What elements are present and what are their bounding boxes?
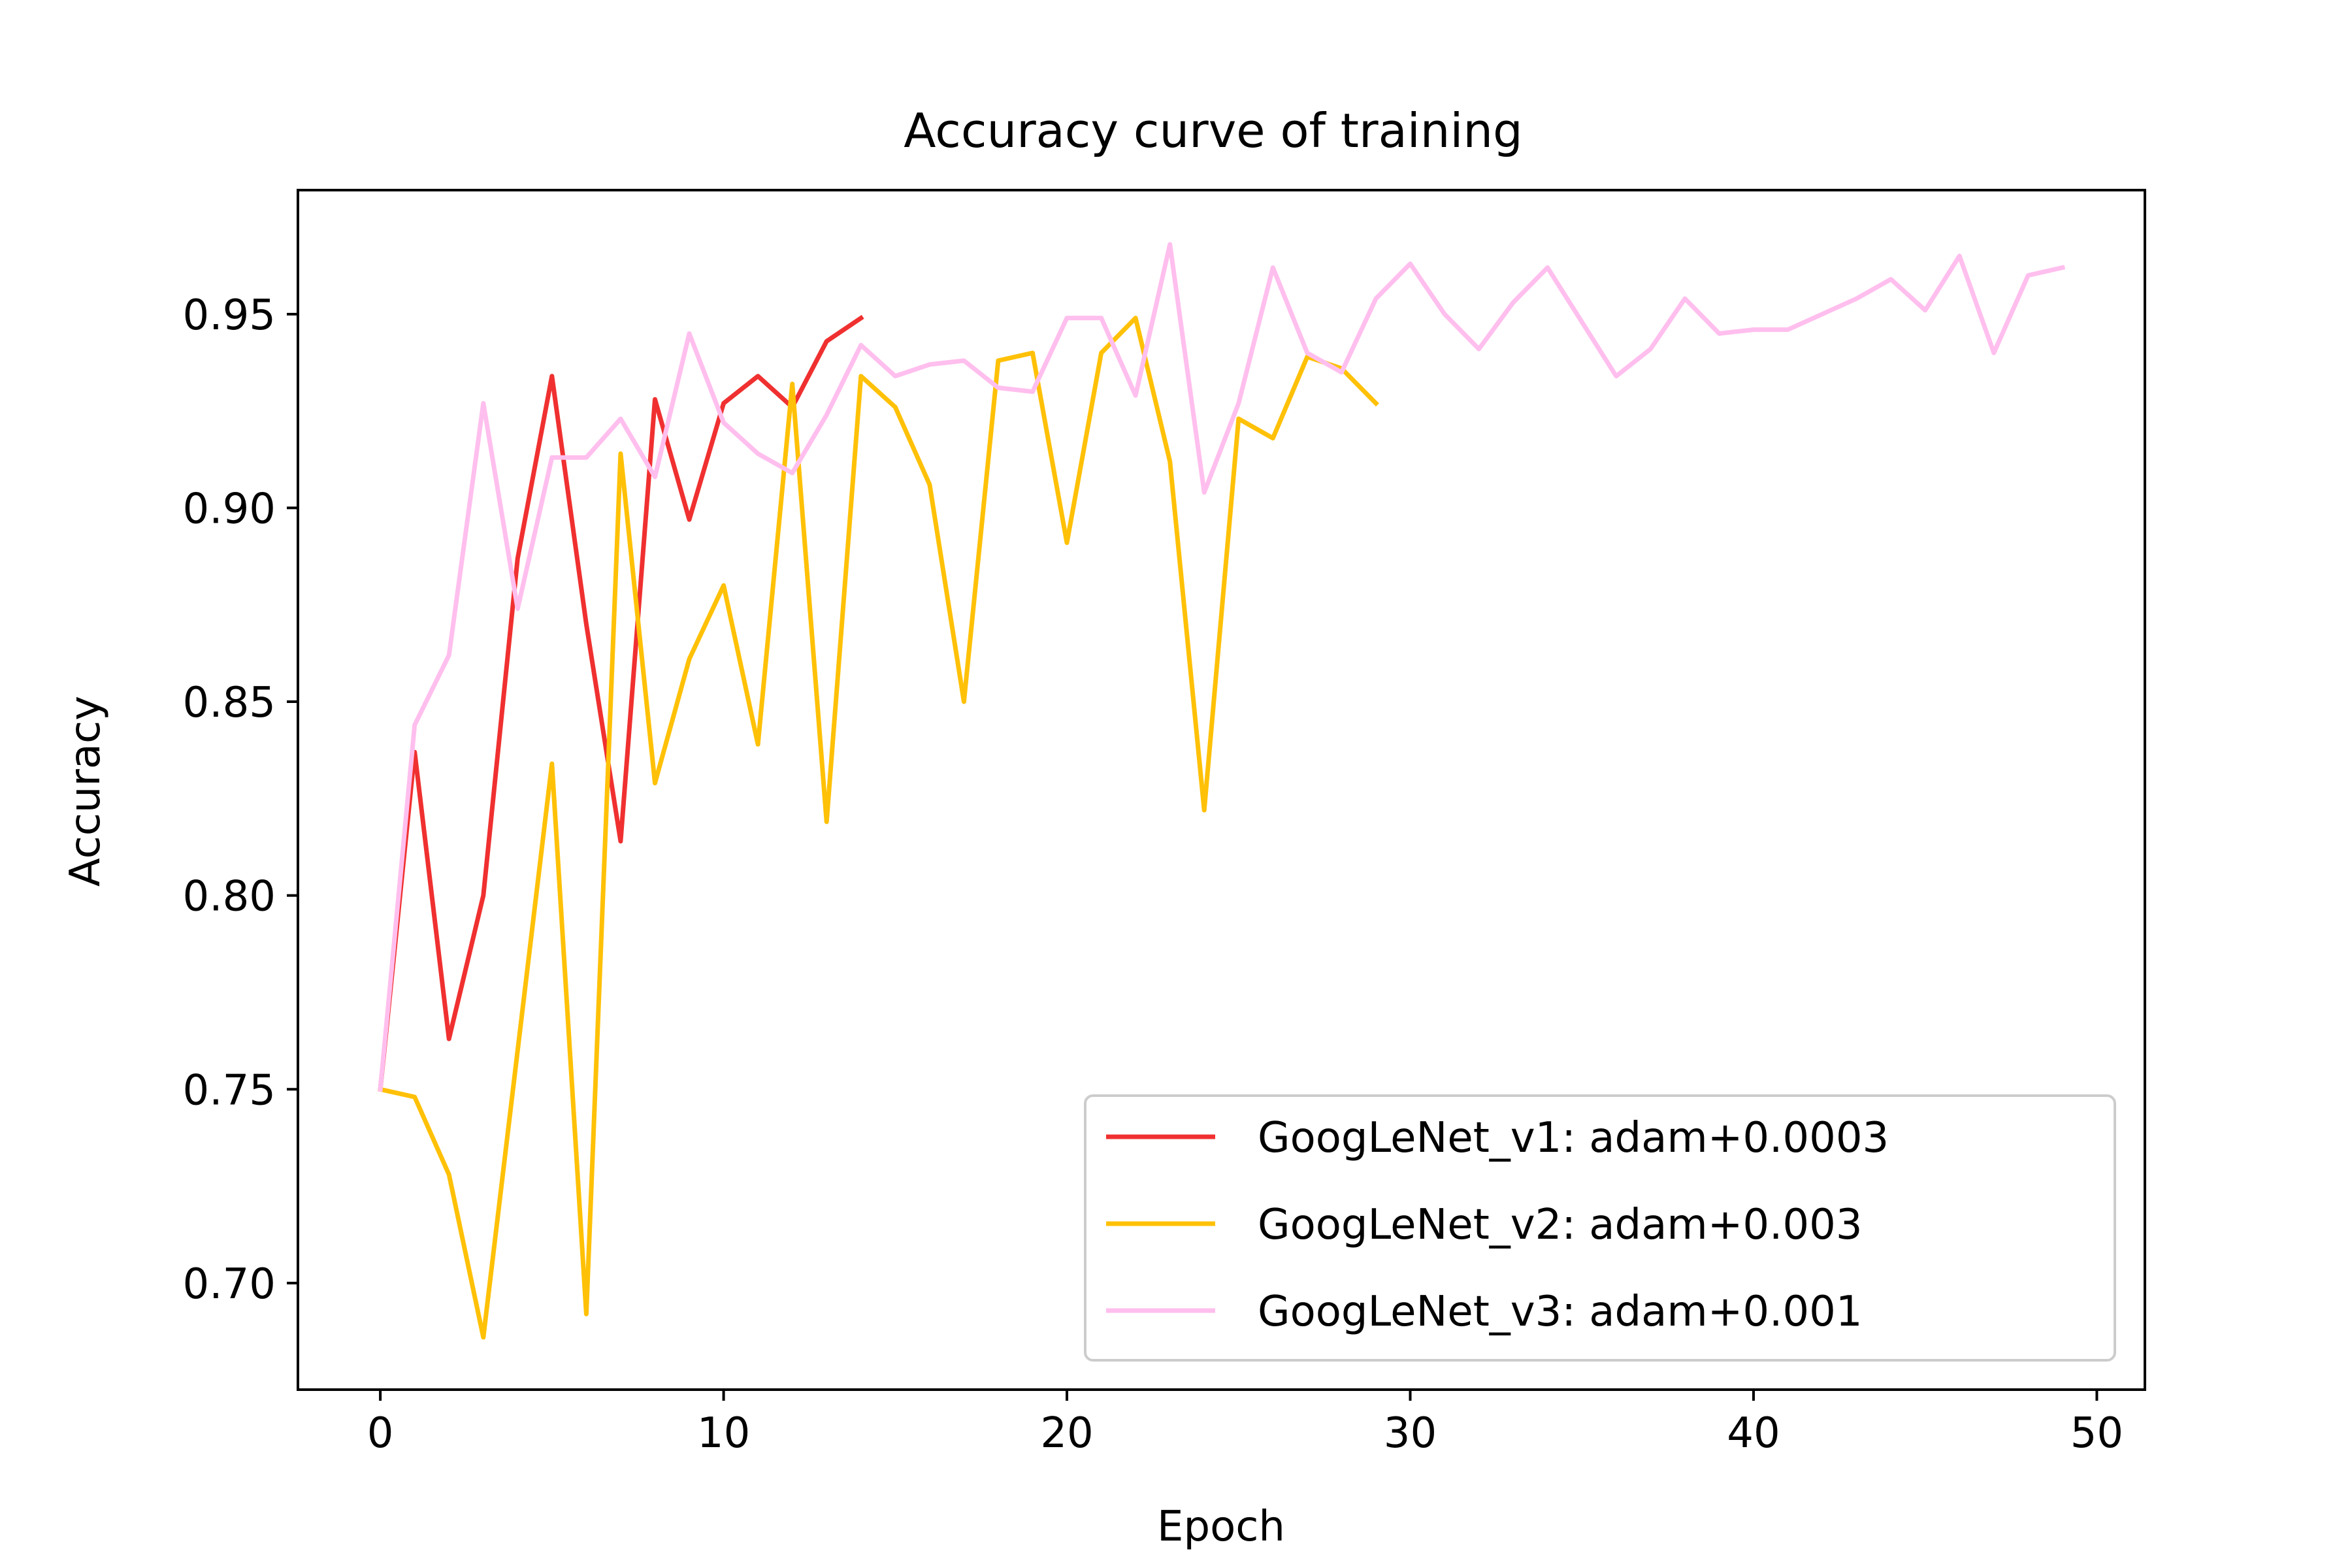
legend-label-2: GoogLeNet_v2: adam+0.003 [1258, 1201, 1863, 1249]
x-axis-label: Epoch [1157, 1503, 1285, 1551]
y-tick-label: 0.75 [183, 1066, 276, 1115]
series-line-3 [378, 242, 2066, 1092]
x-tick-label: 30 [1384, 1409, 1437, 1458]
chart-title: Accuracy curve of training [904, 103, 1522, 158]
legend-box [1084, 1094, 2116, 1362]
legend-label-3: GoogLeNet_v3: adam+0.001 [1258, 1288, 1863, 1336]
x-tick-label: 10 [697, 1409, 750, 1458]
legend-label-1: GoogLeNet_v1: adam+0.0003 [1258, 1114, 1889, 1162]
x-axis: 0 10 20 30 40 50 [367, 1390, 2123, 1458]
plot-area [377, 242, 2066, 1340]
series-line-2 [377, 316, 1379, 1340]
y-tick-label: 0.90 [183, 485, 276, 533]
x-tick-label: 0 [367, 1409, 394, 1458]
y-tick-label: 0.85 [183, 679, 276, 727]
y-axis: 0.70 0.75 0.80 0.85 0.90 0.95 [183, 291, 298, 1309]
axes-frame [297, 189, 2146, 1391]
x-tick-label: 40 [1727, 1409, 1780, 1458]
x-tick-label: 20 [1040, 1409, 1093, 1458]
series-line-1 [378, 314, 864, 1092]
x-tick-label: 50 [2070, 1409, 2123, 1458]
y-tick-label: 0.70 [183, 1260, 276, 1309]
y-axis-label: Accuracy [61, 696, 110, 887]
y-tick-label: 0.95 [183, 291, 276, 340]
legend: GoogLeNet_v1: adam+0.0003 GoogLeNet_v2: a… [1084, 1094, 2116, 1362]
y-tick-label: 0.80 [183, 873, 276, 921]
